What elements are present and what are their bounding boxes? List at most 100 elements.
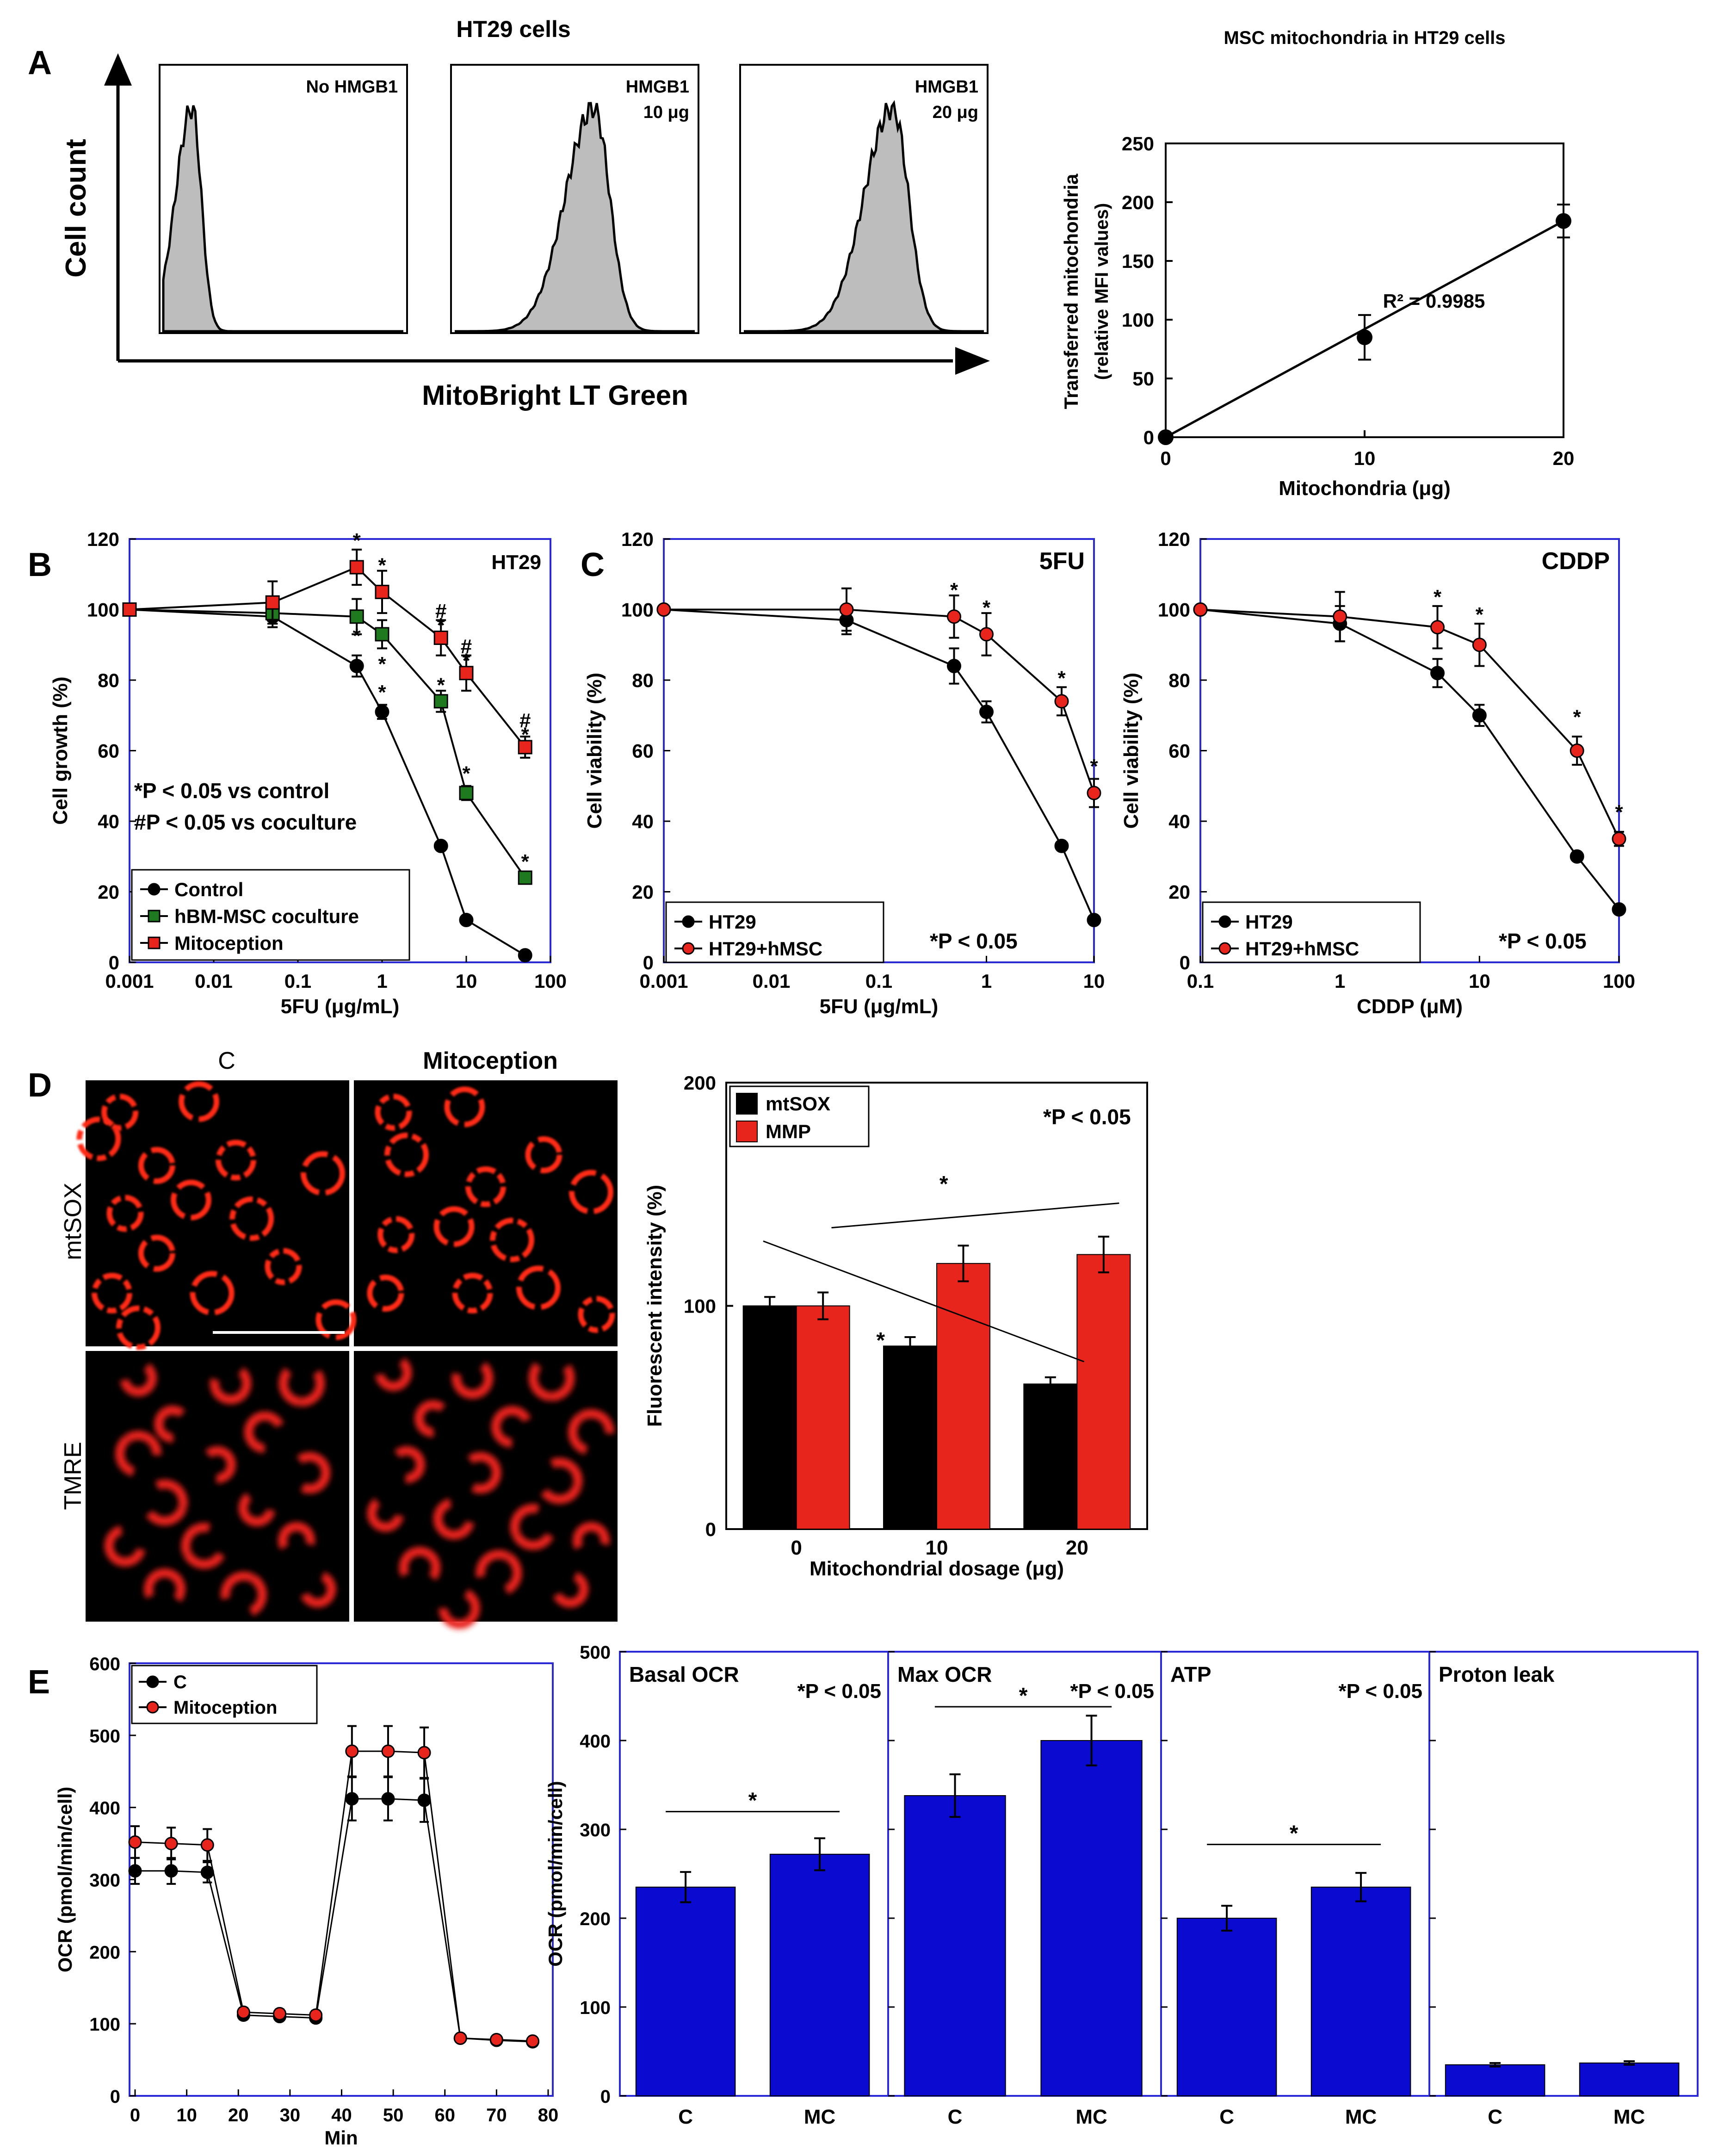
- cell-ring: [525, 1136, 562, 1173]
- significance-mark: *: [378, 681, 386, 704]
- y-tick-label: 120: [1158, 528, 1190, 550]
- significance-mark: #: [435, 600, 446, 623]
- y-tick-label: 200: [580, 1909, 611, 1929]
- x-tick-label: 0.001: [639, 970, 688, 992]
- cell-blob: [278, 1522, 315, 1559]
- cell-ring: [465, 1166, 506, 1207]
- significance-note: *P < 0.05: [1339, 1680, 1422, 1703]
- legend-label: hBM-MSC coculture: [174, 905, 359, 927]
- data-point: [1087, 786, 1101, 800]
- x-axis-label: Mitochondria (μg): [1279, 477, 1451, 500]
- y-tick-label: 0: [1143, 427, 1154, 448]
- panel-d-microscopy: D C Mitoception mtSOX TMRE: [28, 1047, 620, 1629]
- legend-marker: [682, 942, 695, 955]
- corner-label: 5FU: [1039, 548, 1085, 575]
- data-point: [1556, 213, 1571, 229]
- y-tick-label: 300: [89, 1871, 120, 1891]
- cell-blob: [199, 1446, 236, 1483]
- legend-label: HT29+hMSC: [1245, 938, 1359, 960]
- plot-frame: [129, 1662, 554, 2097]
- cell-ring: [215, 1140, 256, 1181]
- x-axis-label: 5FU (μg/mL): [281, 995, 400, 1018]
- data-point: [433, 838, 448, 853]
- legend-label: Mitoception: [173, 1698, 277, 1718]
- micro-row-label-mtsox: mtSOX: [60, 1183, 87, 1260]
- ocr-bar: [1176, 1918, 1277, 2096]
- data-point: [164, 1837, 178, 1851]
- cell-ring: [516, 1265, 561, 1310]
- y-tick-label: 120: [87, 528, 119, 550]
- cell-blob: [375, 1354, 412, 1391]
- y-axis-label-2: (relative MFI values): [1092, 203, 1112, 380]
- ocr-bar: [769, 1853, 870, 2096]
- data-point: [122, 602, 137, 617]
- cell-ring: [171, 1179, 211, 1220]
- x-tick-label: 50: [383, 2105, 404, 2125]
- x-tick-label: 30: [280, 2105, 301, 2125]
- cell-ring: [179, 1081, 220, 1122]
- legend-marker: [682, 915, 695, 928]
- cell-blob: [299, 1570, 336, 1608]
- cell-blob: [510, 1504, 556, 1550]
- data-point: [345, 1792, 359, 1806]
- y-tick-label: 0: [1180, 952, 1190, 973]
- x-tick-label: 0.01: [753, 970, 791, 992]
- cell-ring: [76, 1116, 121, 1161]
- bar-panel-title: Basal OCR: [629, 1662, 739, 1686]
- x-tick-label: MC: [804, 2106, 835, 2128]
- data-point: [381, 1744, 395, 1758]
- y-tick-label: 80: [632, 669, 654, 691]
- cell-blob: [459, 1452, 501, 1494]
- x-tick-label: 0.1: [865, 970, 892, 992]
- y-tick-label: 150: [1122, 250, 1154, 272]
- significance-note: *P < 0.05: [1499, 929, 1587, 953]
- cell-ring: [106, 1195, 144, 1232]
- chart-ocr-bars: 0 100 200 300 400 500 OCR (pmol/min/cell) Basal…: [544, 1642, 1699, 2128]
- cell-blob: [244, 1411, 286, 1453]
- y-tick-label: 250: [1122, 133, 1154, 155]
- legend-marker: [148, 936, 161, 949]
- y-tick-label: 40: [98, 811, 119, 832]
- panel-label-e: E: [28, 1664, 50, 1701]
- y-tick-label: 120: [621, 528, 654, 550]
- data-point: [273, 2007, 287, 2020]
- data-point: [1430, 666, 1445, 681]
- y-tick-label: 0: [600, 2087, 611, 2107]
- x-tick-label: MC: [1345, 2106, 1377, 2128]
- cell-blob: [115, 1431, 161, 1477]
- x-tick-label: 10: [456, 970, 477, 992]
- legend-marker: [148, 883, 161, 896]
- cell-blob: [142, 1479, 188, 1526]
- significance-note: *P < 0.05: [1070, 1680, 1154, 1703]
- data-point: [1193, 602, 1208, 617]
- significance-mark: *: [1476, 603, 1484, 626]
- histogram-title: HT29 cells: [456, 16, 570, 42]
- cell-blob: [528, 1355, 575, 1401]
- y-tick-label: 50: [1132, 368, 1154, 390]
- y-tick-label: 200: [684, 1072, 716, 1094]
- significance-note: *P < 0.05 vs control: [134, 779, 329, 803]
- legend-marker: [1218, 942, 1231, 955]
- significance-mark: *: [1057, 667, 1066, 689]
- cell-blob: [414, 1400, 451, 1437]
- x-tick-label: 0: [791, 1536, 802, 1559]
- data-point: [200, 1838, 214, 1852]
- x-tick-label: 0: [1160, 447, 1171, 469]
- bar-panel-title: Max OCR: [897, 1662, 992, 1686]
- legend-marker: [148, 910, 161, 923]
- ocr-bar: [635, 1886, 736, 2097]
- chart-mitochondria-dose: MSC mitochondria in HT29 cells0501001502…: [1060, 28, 1574, 500]
- y-tick-label: 60: [632, 740, 654, 762]
- data-point: [1054, 694, 1069, 709]
- x-tick-label: C: [1488, 2106, 1502, 2128]
- data-point: [489, 2032, 503, 2046]
- y-tick-label: 80: [98, 669, 119, 691]
- significance-mark: *: [1090, 755, 1098, 778]
- y-tick-label: 0: [109, 952, 119, 973]
- data-point: [459, 913, 474, 927]
- cell-blob: [154, 1405, 192, 1443]
- histogram-dose-label: 20 μg: [933, 103, 978, 122]
- y-axis-label: Cell viability (%): [583, 673, 606, 829]
- x-tick-label: 40: [331, 2105, 352, 2125]
- chart-cell-growth: 0 20 40 60 80 100 120 0.001 0.01 0.1 1 10 100 5FU (μg…: [49, 528, 567, 1018]
